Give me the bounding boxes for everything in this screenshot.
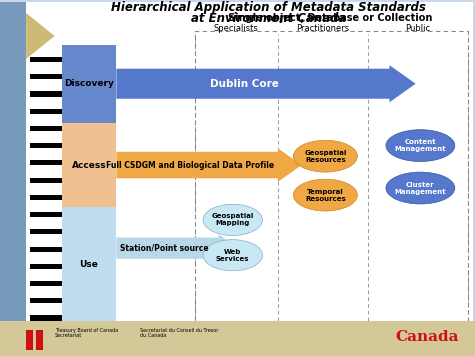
Text: Treasury Board of Canada
Secretariat: Treasury Board of Canada Secretariat xyxy=(55,328,118,339)
Ellipse shape xyxy=(203,240,262,271)
Bar xyxy=(30,91,62,96)
Text: Access: Access xyxy=(72,161,106,169)
Text: Practitioners: Practitioners xyxy=(296,25,350,33)
Bar xyxy=(30,143,62,148)
Bar xyxy=(62,208,116,321)
Text: Specialists: Specialists xyxy=(214,25,258,33)
Text: at Environment Canada: at Environment Canada xyxy=(191,12,346,25)
Bar xyxy=(36,330,43,350)
Text: Cluster
Management: Cluster Management xyxy=(395,182,446,194)
Text: Hierarchical Application of Metadata Standards: Hierarchical Application of Metadata Sta… xyxy=(111,1,426,14)
Bar xyxy=(62,45,116,122)
Bar xyxy=(30,57,62,62)
Bar xyxy=(30,45,62,321)
Ellipse shape xyxy=(293,179,357,211)
Bar xyxy=(30,281,62,286)
FancyArrow shape xyxy=(116,234,238,262)
Bar xyxy=(30,315,62,321)
Bar xyxy=(30,178,62,183)
Bar xyxy=(26,330,33,350)
Bar xyxy=(30,195,62,200)
FancyArrow shape xyxy=(116,65,416,102)
Text: Single object, Database or Collection: Single object, Database or Collection xyxy=(228,13,432,23)
Bar xyxy=(30,229,62,235)
Bar xyxy=(30,126,62,131)
Ellipse shape xyxy=(293,140,357,172)
Text: Temporal
Resources: Temporal Resources xyxy=(305,189,346,201)
Text: Secretariat du Conseil du Tresor
du Canada: Secretariat du Conseil du Tresor du Cana… xyxy=(140,328,218,339)
Bar xyxy=(30,109,62,114)
FancyArrow shape xyxy=(116,148,302,182)
Text: Station/Point source: Station/Point source xyxy=(120,244,208,253)
Text: Full CSDGM and Biological Data Profile: Full CSDGM and Biological Data Profile xyxy=(106,161,274,169)
Bar xyxy=(62,122,116,208)
Bar xyxy=(0,321,475,356)
Text: Canada: Canada xyxy=(395,330,458,344)
Bar xyxy=(30,160,62,166)
Bar xyxy=(30,74,62,79)
Ellipse shape xyxy=(386,130,455,162)
Text: Dublin Core: Dublin Core xyxy=(210,79,279,89)
Text: Discovery: Discovery xyxy=(64,79,114,88)
Text: Geospatial
Mapping: Geospatial Mapping xyxy=(211,213,254,226)
Bar xyxy=(30,212,62,217)
Text: Web
Services: Web Services xyxy=(216,249,249,262)
Bar xyxy=(30,298,62,303)
Ellipse shape xyxy=(386,172,455,204)
Ellipse shape xyxy=(203,204,262,235)
Text: Public: Public xyxy=(406,25,430,33)
Text: Geospatial
Resources: Geospatial Resources xyxy=(304,150,347,163)
Bar xyxy=(30,264,62,269)
Bar xyxy=(195,31,468,321)
Text: Use: Use xyxy=(79,260,98,268)
Text: Content
Management: Content Management xyxy=(395,139,446,152)
Polygon shape xyxy=(26,13,55,59)
Bar xyxy=(30,246,62,252)
Bar xyxy=(0,2,26,321)
